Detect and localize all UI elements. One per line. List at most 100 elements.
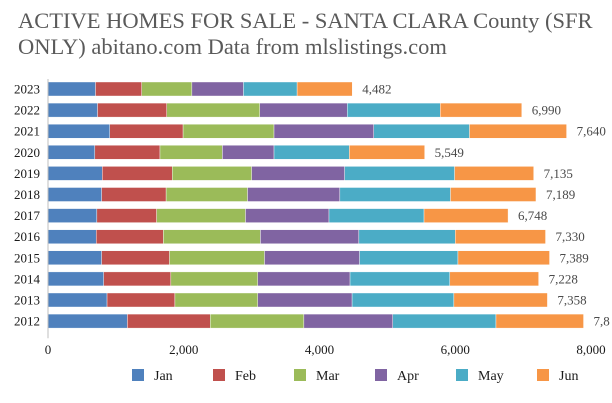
bar-segment-apr-2023 [191, 81, 244, 97]
y-tick-label: 2012 [14, 314, 40, 329]
bar-segment-mar-2018 [165, 187, 248, 202]
bar-segment-mar-2022 [166, 102, 260, 118]
bar-segment-jan-2019 [47, 166, 103, 181]
total-label: 7,135 [544, 166, 573, 181]
y-tick-label: 2016 [14, 229, 41, 244]
bar-segment-may-2020 [273, 145, 350, 160]
legend-swatch-feb [213, 369, 225, 381]
bar-segment-feb-2013 [106, 292, 176, 308]
bar-segment-jan-2018 [47, 187, 102, 202]
bar-segment-mar-2017 [156, 208, 246, 223]
bar-segment-mar-2021 [182, 123, 275, 139]
total-labels-layer: 4,482 6,990 7,640 5,549 7,135 7,189 6,748 7,330… [362, 82, 610, 329]
bar-segment-apr-2012 [303, 313, 394, 329]
bar-segment-jan-2017 [47, 208, 98, 223]
bar-segment-feb-2020 [94, 145, 161, 160]
legend: Jan Feb Mar Apr May Jun [132, 369, 578, 384]
total-label: 6,748 [518, 208, 547, 223]
bar-segment-feb-2018 [101, 187, 167, 202]
legend-swatch-apr [375, 369, 387, 381]
bar-segment-jan-2022 [47, 102, 98, 118]
bar-segment-mar-2016 [163, 229, 261, 244]
bar-segment-apr-2015 [264, 250, 360, 266]
y-tick-label: 2021 [14, 124, 40, 139]
bar-segment-mar-2014 [170, 271, 258, 287]
legend-swatch-may [456, 369, 468, 381]
legend-swatch-mar [294, 369, 306, 381]
total-label: 6,990 [532, 103, 561, 118]
bar-segment-may-2013 [351, 292, 455, 308]
bar-segment-apr-2017 [245, 208, 330, 223]
bar-segment-mar-2013 [174, 292, 258, 308]
legend-label-jun: Jun [559, 369, 578, 384]
legend-swatch-jan [132, 369, 144, 381]
y-tick-label: 2018 [14, 187, 40, 202]
bar-segment-apr-2013 [257, 292, 353, 308]
x-tick-label: 6,000 [441, 342, 470, 357]
bar-segment-mar-2015 [169, 250, 265, 266]
bar-segment-mar-2012 [210, 313, 305, 329]
y-tick-label: 2023 [14, 82, 40, 97]
bar-segment-jan-2014 [47, 271, 104, 287]
y-tick-label: 2014 [14, 271, 41, 286]
legend-label-feb: Feb [235, 369, 256, 384]
bar-segment-jan-2021 [47, 123, 110, 139]
bar-segment-mar-2019 [172, 166, 252, 181]
bar-segment-feb-2019 [102, 166, 173, 181]
bar-segment-may-2016 [358, 229, 456, 244]
bar-segment-apr-2021 [273, 123, 374, 139]
bar-segment-may-2015 [359, 250, 459, 266]
total-label: 7,358 [557, 293, 586, 308]
bar-segment-jun-2019 [454, 166, 534, 181]
bar-segment-jan-2012 [47, 313, 128, 329]
bar-segment-feb-2012 [127, 313, 211, 329]
bar-segment-feb-2022 [97, 102, 167, 118]
x-axis-labels: 0 2,000 4,000 6,000 8,000 [45, 342, 606, 357]
total-label: 5,549 [435, 145, 464, 160]
y-tick-label: 2013 [14, 293, 40, 308]
bar-segment-jun-2018 [450, 187, 537, 202]
bar-segment-apr-2020 [222, 145, 275, 160]
y-tick-label: 2020 [14, 145, 40, 160]
bar-segment-apr-2022 [259, 102, 348, 118]
bar-segment-may-2018 [339, 187, 451, 202]
x-tick-label: 8,000 [576, 342, 605, 357]
bar-segment-jun-2017 [423, 208, 509, 223]
chart-title: ACTIVE HOMES FOR SALE - SANTA CLARA Coun… [18, 8, 593, 59]
bar-segment-may-2019 [344, 166, 455, 181]
bar-segment-jun-2022 [440, 102, 522, 118]
y-tick-label: 2022 [14, 103, 40, 118]
legend-label-jan: Jan [154, 369, 173, 384]
total-label: 7,189 [546, 187, 575, 202]
legend-label-may: May [478, 369, 504, 384]
x-tick-label: 2,000 [169, 342, 198, 357]
y-tick-label: 2015 [14, 250, 40, 265]
bar-segment-may-2022 [347, 102, 441, 118]
bar-segment-jan-2015 [47, 250, 102, 266]
x-tick-label: 0 [45, 342, 52, 357]
total-label: 7,228 [549, 271, 578, 286]
bar-segment-jan-2016 [47, 229, 97, 244]
bar-segment-may-2023 [243, 81, 298, 97]
x-tick-label: 4,000 [305, 342, 334, 357]
bar-segment-feb-2016 [95, 229, 164, 244]
total-label: 7,8 [594, 314, 610, 329]
bar-segment-jun-2021 [469, 123, 567, 139]
bar-segment-feb-2021 [109, 123, 184, 139]
bar-segment-feb-2023 [95, 81, 142, 97]
y-tick-label: 2017 [14, 208, 41, 223]
bar-segment-feb-2015 [101, 250, 170, 266]
bar-segment-mar-2023 [141, 81, 193, 97]
bar-segment-jan-2023 [47, 81, 96, 97]
bar-segment-jun-2015 [457, 250, 550, 266]
bar-segment-jun-2012 [495, 313, 584, 329]
bar-segment-jan-2020 [47, 145, 96, 160]
bar-segment-apr-2018 [247, 187, 341, 202]
bar-segment-jun-2013 [453, 292, 548, 308]
bar-segment-apr-2016 [260, 229, 360, 244]
total-label: 7,640 [577, 124, 606, 139]
bar-segment-mar-2020 [159, 145, 223, 160]
bar-segment-apr-2019 [251, 166, 345, 181]
bar-segment-jun-2023 [296, 81, 353, 97]
